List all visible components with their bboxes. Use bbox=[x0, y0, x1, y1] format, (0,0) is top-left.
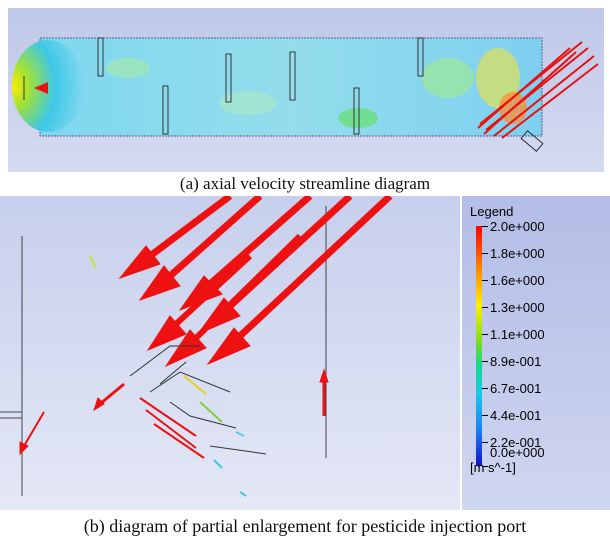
legend-label-7: 4.4e-001 bbox=[490, 408, 542, 423]
legend-tick bbox=[482, 280, 488, 281]
legend-tick bbox=[482, 388, 488, 389]
flow-patch bbox=[338, 108, 378, 128]
streamlines bbox=[129, 345, 267, 455]
inlet-arrows bbox=[34, 82, 48, 94]
enlargement-svg bbox=[0, 196, 393, 497]
injection-arrows bbox=[477, 41, 599, 139]
legend-tick bbox=[482, 226, 488, 227]
legend-panel: Legend 2.0e+000 1.8e+000 1.6e+000 1.3e+0… bbox=[462, 196, 610, 510]
baffle bbox=[353, 87, 360, 135]
legend-label-1: 1.8e+000 bbox=[490, 246, 545, 261]
legend-label-0: 2.0e+000 bbox=[490, 219, 545, 234]
legend-title: Legend bbox=[470, 204, 514, 219]
flow-patch bbox=[106, 58, 150, 78]
legend-unit: [m s^-1] bbox=[470, 460, 516, 475]
legend-label-4: 1.1e+000 bbox=[490, 327, 545, 342]
legend-tick bbox=[482, 253, 488, 254]
legend-label-9: 0.0e+000 bbox=[490, 445, 545, 460]
legend-tick bbox=[482, 442, 488, 443]
enlargement-panel bbox=[0, 196, 460, 510]
legend-colorbar bbox=[476, 226, 482, 466]
legend-label-2: 1.6e+000 bbox=[490, 273, 545, 288]
baffle bbox=[225, 53, 232, 103]
caption-b: (b) diagram of partial enlargement for p… bbox=[83, 516, 527, 536]
flow-patch bbox=[422, 58, 474, 98]
velocity-arrows-small bbox=[19, 368, 329, 459]
caption-a: (a) axial velocity streamline diagram bbox=[179, 174, 431, 193]
legend-tick bbox=[482, 307, 488, 308]
injection-port bbox=[520, 130, 544, 152]
tank-overview-svg bbox=[12, 37, 599, 152]
flow-patch bbox=[220, 91, 276, 115]
legend-label-5: 8.9e-001 bbox=[490, 354, 542, 369]
baffle bbox=[97, 37, 104, 77]
legend-label-8: 2.2e-001 bbox=[490, 435, 542, 450]
legend-tick bbox=[482, 361, 488, 362]
velocity-vectors-colored bbox=[89, 255, 247, 497]
legend-tick bbox=[482, 415, 488, 416]
legend-tick bbox=[482, 466, 488, 467]
legend-label-3: 1.3e+000 bbox=[490, 300, 545, 315]
axial-velocity-panel bbox=[8, 8, 604, 172]
baffle bbox=[417, 37, 424, 77]
baffle bbox=[289, 51, 296, 101]
velocity-arrows-large bbox=[118, 196, 393, 368]
baffle bbox=[162, 85, 169, 135]
legend-tick bbox=[482, 334, 488, 335]
legend-label-6: 6.7e-001 bbox=[490, 381, 542, 396]
